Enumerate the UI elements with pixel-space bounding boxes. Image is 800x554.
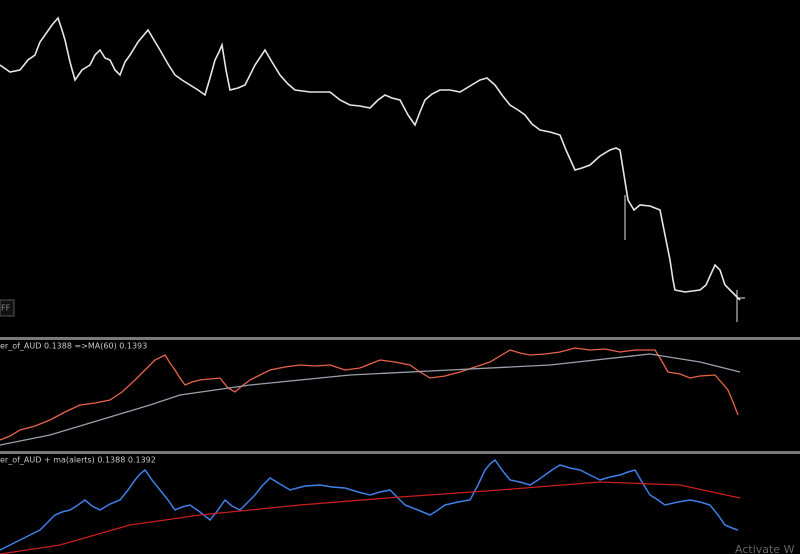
moving-average — [0, 481, 741, 554]
price-candles — [0, 16, 741, 301]
indicator-line — [0, 347, 739, 441]
indicator-label: er_of_AUD + ma(alerts) 0.1388 0.1392 — [0, 456, 156, 465]
indicator-line — [0, 458, 739, 551]
ff-button[interactable]: FF — [1, 304, 11, 313]
indicator-label: er_of_AUD 0.1388 =>MA(60) 0.1393 — [0, 342, 147, 351]
panel-separator — [0, 451, 800, 454]
moving-average — [0, 353, 741, 446]
windows-watermark: Activate W — [735, 543, 795, 554]
panel-separator — [0, 337, 800, 340]
ff-button-box[interactable] — [0, 299, 15, 317]
